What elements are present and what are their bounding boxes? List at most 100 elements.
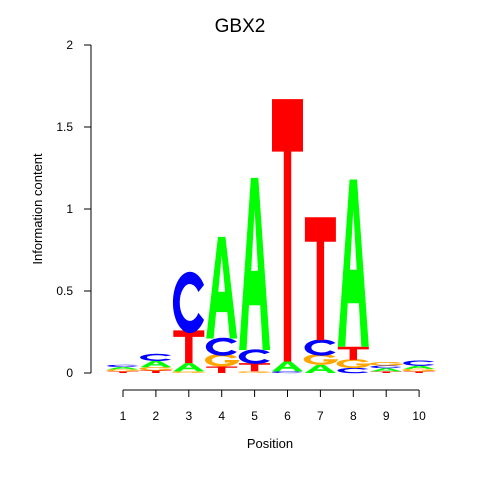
glyph-c-shape (370, 365, 402, 369)
glyph-t-shape (140, 370, 172, 373)
logo-letter-a (337, 179, 369, 347)
glyph-g-shape (303, 354, 339, 365)
logo-letter-c (403, 360, 435, 366)
glyph-t-shape (206, 366, 238, 373)
y-tick-label: 1 (66, 202, 73, 216)
logo-letter-a (272, 361, 303, 372)
logo-letter-c (370, 365, 402, 369)
logo-column (139, 353, 174, 373)
x-tick-label: 9 (383, 409, 390, 423)
y-tick-label: 2 (66, 38, 73, 52)
logo-letter-c (107, 364, 139, 368)
glyph-a-shape (304, 364, 336, 373)
glyph-c-shape (337, 367, 369, 374)
x-tick-label: 4 (218, 409, 225, 423)
logo-letter-g (139, 366, 174, 371)
logo-letter-t (140, 370, 172, 373)
logo-column (369, 362, 405, 373)
logo-letter-c (337, 367, 369, 374)
glyph-g-shape (205, 353, 240, 367)
glyph-c-shape (304, 339, 336, 356)
glyph-a-shape (272, 361, 303, 372)
logo-letter-g (336, 359, 372, 369)
glyph-a-shape (107, 366, 139, 370)
glyph-t-shape (304, 217, 336, 341)
glyph-g-shape (106, 369, 141, 372)
logo-letter-c (271, 371, 303, 374)
logo-letter-a (140, 360, 172, 368)
y-tick-label: 1.5 (56, 120, 73, 134)
x-tick-label: 2 (153, 409, 160, 423)
glyph-g-shape (402, 368, 438, 372)
glyph-t-shape (272, 99, 303, 362)
logo-letter-g (238, 371, 273, 374)
glyph-c-shape (271, 371, 303, 374)
y-axis: 0 0.5 1 1.5 2 (56, 38, 92, 380)
logo-stacks (106, 99, 438, 374)
y-tick-label: 0 (66, 366, 73, 380)
logo-letter-t (370, 371, 402, 373)
x-tick-label: 5 (251, 409, 258, 423)
glyph-a-shape (239, 177, 271, 351)
logo-column (205, 236, 240, 373)
glyph-t-shape (370, 371, 402, 373)
y-tick-label: 0.5 (56, 284, 73, 298)
x-tick-label: 6 (284, 409, 291, 423)
glyph-a-shape (173, 363, 205, 372)
glyph-g-shape (336, 359, 372, 369)
x-tick-label: 1 (120, 409, 127, 423)
logo-letter-g (369, 362, 405, 366)
logo-letter-g (172, 371, 207, 374)
logo-column (402, 360, 438, 373)
logo-letter-t (239, 363, 271, 372)
logo-letter-t (337, 346, 369, 360)
glyph-c-shape (238, 349, 270, 364)
logo-letter-t (206, 366, 238, 373)
glyph-g-shape (238, 371, 273, 374)
logo-letter-t (173, 330, 205, 364)
x-tick-label: 7 (317, 409, 324, 423)
logo-letter-a (403, 365, 435, 369)
chart-title: GBX2 (215, 16, 266, 37)
logo-letter-a (107, 366, 139, 370)
logo-letter-c (140, 353, 172, 362)
glyph-t-shape (337, 346, 369, 360)
logo-column (271, 99, 303, 374)
logo-letter-c (304, 339, 336, 356)
logo-letter-a (239, 177, 271, 351)
logo-letter-a (173, 363, 205, 372)
x-axis-label: Position (247, 436, 293, 451)
logo-letter-t (403, 371, 435, 373)
glyph-a-shape (140, 360, 172, 368)
glyph-c-shape (172, 271, 205, 334)
logo-letter-a (370, 368, 402, 372)
logo-letter-t (272, 99, 303, 362)
glyph-a-shape (206, 236, 238, 339)
logo-column (172, 271, 207, 374)
logo-column (238, 177, 273, 374)
logo-letter-c (238, 349, 270, 364)
glyph-c-shape (205, 337, 237, 356)
glyph-a-shape (337, 179, 369, 347)
glyph-g-shape (139, 366, 174, 371)
logo-column (336, 179, 372, 374)
glyph-a-shape (370, 368, 402, 372)
logo-letter-a (304, 364, 336, 373)
glyph-g-shape (369, 362, 405, 366)
logo-column (303, 217, 339, 373)
glyph-c-shape (403, 360, 435, 366)
x-tick-label: 10 (412, 409, 426, 423)
logo-letter-g (303, 354, 339, 365)
glyph-g-shape (172, 371, 207, 374)
glyph-c-shape (107, 364, 139, 368)
glyph-t-shape (107, 371, 139, 373)
logo-column (106, 364, 141, 373)
glyph-a-shape (403, 365, 435, 369)
glyph-c-shape (140, 353, 172, 362)
x-axis: 1 2 3 4 5 6 7 8 9 10 (120, 389, 426, 423)
logo-letter-g (402, 368, 438, 372)
glyph-t-shape (173, 330, 205, 364)
logo-letter-g (106, 369, 141, 372)
logo-letter-a (206, 236, 238, 339)
